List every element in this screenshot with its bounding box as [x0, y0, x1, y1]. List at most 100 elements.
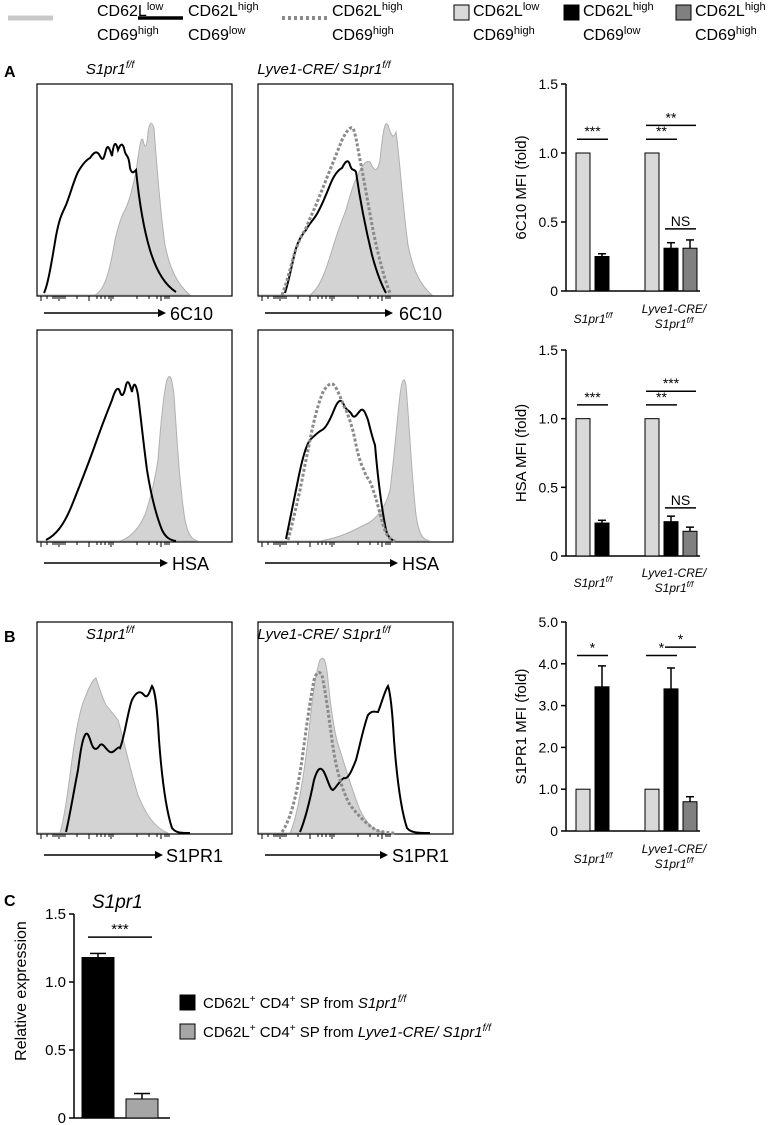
bar: [644, 788, 660, 832]
title-a-ko: Lyve1-CRE/ S1pr1f/f: [257, 60, 391, 78]
group-label-ko-line2: S1pr1f/f: [655, 856, 694, 871]
y-tick-label: 0: [550, 283, 558, 299]
group-label-wt: S1pr1f/f: [574, 575, 613, 590]
y-tick-label: 1.0: [539, 411, 559, 427]
histogram-fill-gray: [38, 376, 199, 542]
group-label-ko-line1: Lyve1-CRE/: [642, 302, 708, 316]
legend-c-item-1: CD62L+ CD4+ SP from Lyve1-CRE/ S1pr1f/f: [203, 1023, 492, 1041]
histogram-line-dotted: [286, 382, 396, 543]
bar-group-labels-1: S1pr1f/f Lyve1-CRE/ S1pr1f/f: [574, 566, 708, 595]
significance-label: *: [590, 639, 596, 655]
group-label-ko-line2: S1pr1f/f: [655, 580, 694, 595]
panel-label-c: C: [4, 893, 16, 910]
histogram-frame: [257, 83, 454, 297]
y-axis-label: Relative expression: [13, 921, 30, 1061]
title-b-wt: S1pr1f/f: [86, 625, 136, 643]
hist-xlabel: 6C10: [399, 304, 442, 324]
y-tick-label: 0: [550, 548, 558, 564]
legend-flow-0-line2: CD69high: [97, 25, 159, 44]
panel-c-legend: CD62L+ CD4+ SP from S1pr1f/f CD62L+ CD4+…: [179, 994, 492, 1041]
histogram-hsa-ko: [257, 329, 454, 543]
bar-group-labels-0: S1pr1f/f Lyve1-CRE/ S1pr1f/f: [574, 302, 708, 331]
histogram-frame: [36, 329, 233, 543]
significance-label: ***: [584, 123, 601, 139]
bar: [594, 522, 610, 557]
legend-bar-swatch-0: [453, 4, 470, 21]
legend-flow-1-line2: CD69low: [188, 25, 245, 44]
histogram-tick-marks: [40, 296, 391, 839]
bar: [575, 152, 591, 292]
significance-label: ***: [111, 921, 129, 938]
bar: [682, 801, 698, 832]
histogram-fill-gray: [38, 122, 192, 296]
histogram-6c10-ko: [257, 83, 454, 297]
bar: [81, 957, 115, 1119]
legend-bar-1-line2: CD69low: [583, 25, 640, 44]
y-axis-label: HSA MFI (fold): [513, 404, 530, 502]
bar-chart-s1pr1-expression: 0 0.5 1.0 1.5 Relative expression ***: [13, 906, 170, 1125]
bar: [594, 686, 610, 832]
bar: [125, 1098, 159, 1119]
bar: [594, 256, 610, 292]
histogram-frame: [36, 621, 233, 835]
panel-c-title: S1pr1: [92, 892, 143, 913]
y-tick-label: 0.5: [539, 479, 559, 495]
legend-bar-2-line2: CD69high: [695, 25, 757, 44]
y-tick-label: 5.0: [539, 614, 559, 630]
histogram-hsa-wt: [36, 329, 233, 543]
legend-c-swatch-0: [179, 994, 196, 1011]
legend-flow-0-line1: CD62Llow: [97, 1, 163, 20]
histogram-fill-gray: [259, 657, 386, 834]
histogram-s1pr1-ko: [257, 621, 454, 835]
bar-legend: CD62Llow CD69high CD62Lhigh CD69low CD62…: [453, 1, 766, 44]
panel-label-a: A: [4, 64, 16, 81]
histogram-s1pr1-wt: [36, 621, 233, 835]
group-label-ko-line1: Lyve1-CRE/: [642, 842, 708, 856]
y-tick-label: 1.0: [539, 781, 559, 797]
significance-label: NS: [671, 492, 690, 508]
significance-label: *: [678, 631, 684, 647]
hist-axis-6c10-ko: 6C10: [265, 304, 442, 324]
histogram-line-black: [45, 381, 177, 542]
arrow-head-icon: [380, 851, 388, 859]
bar-group-labels-2: S1pr1f/f Lyve1-CRE/ S1pr1f/f: [574, 842, 708, 871]
histogram-fill-gray: [259, 123, 434, 296]
histogram-line-black: [65, 684, 191, 834]
legend-flow-1-line1: CD62Lhigh: [188, 1, 259, 20]
legend-bar-swatch-1: [563, 4, 580, 21]
bar: [575, 788, 591, 832]
hist-axis-s1pr1-wt: S1PR1: [44, 846, 223, 866]
legend-bar-0-line2: CD69high: [473, 25, 535, 44]
legend-flow-2-line1: CD62Lhigh: [332, 1, 403, 20]
legend-c-item-0: CD62L+ CD4+ SP from S1pr1f/f: [203, 994, 407, 1012]
significance-label: **: [666, 109, 677, 125]
legend-flow-2-line2: CD69high: [332, 25, 394, 44]
y-tick-label: 1.0: [45, 974, 66, 991]
y-tick-label: 0: [58, 1110, 66, 1125]
bar: [682, 247, 698, 292]
significance-label: *: [659, 639, 665, 655]
bar: [663, 521, 679, 557]
legend-bar-2-line1: CD62Lhigh: [695, 1, 766, 20]
legend-bar-0-line1: CD62Llow: [473, 1, 539, 20]
significance-label: ***: [663, 375, 680, 391]
panel-label-b: B: [4, 629, 16, 646]
y-axis-label: 6C10 MFI (fold): [513, 135, 530, 239]
arrow-head-icon: [155, 851, 163, 859]
bar-chart-s1pr1: 0 1.0 2.0 3.0 4.0 5.0 S1PR1 MFI (fold) * * *: [513, 614, 700, 839]
significance-label: ***: [584, 389, 601, 405]
y-tick-label: 1.5: [45, 906, 66, 923]
y-tick-label: 0.5: [539, 214, 559, 230]
bar: [644, 418, 660, 557]
y-tick-label: 1.0: [539, 145, 559, 161]
title-a-wt: S1pr1f/f: [86, 60, 136, 78]
bar: [575, 418, 591, 557]
hist-xlabel: HSA: [402, 554, 439, 574]
y-tick-label: 1.5: [539, 342, 559, 358]
title-b-ko: Lyve1-CRE/ S1pr1f/f: [257, 625, 391, 643]
hist-axis-s1pr1-ko: S1PR1: [265, 846, 449, 866]
histogram-frame: [36, 83, 233, 297]
y-tick-label: 4.0: [539, 656, 559, 672]
